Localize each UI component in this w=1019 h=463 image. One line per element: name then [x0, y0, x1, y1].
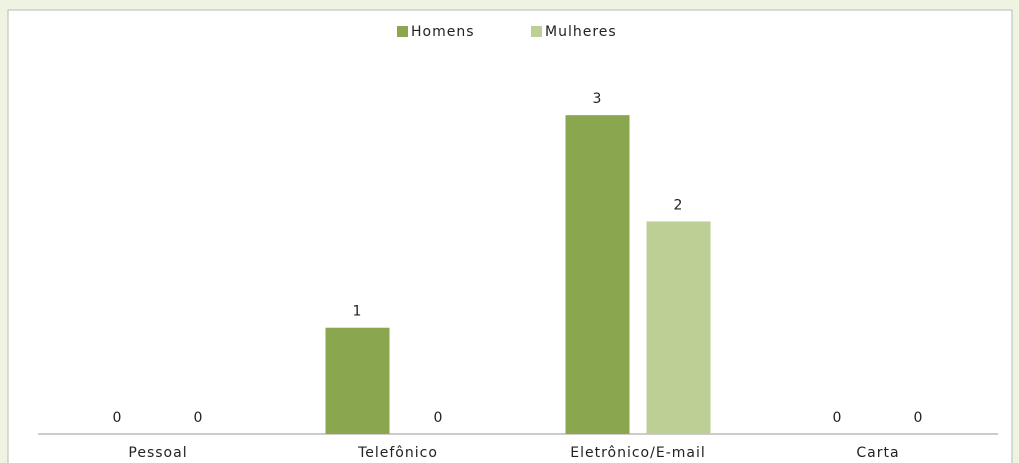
- x-tick-label: Eletrônico/E-mail: [570, 445, 706, 461]
- x-tick-label: Pessoal: [128, 445, 187, 461]
- plot-frame: [7, 9, 1013, 463]
- data-label: 0: [113, 410, 123, 426]
- legend-label: Mulheres: [545, 24, 617, 40]
- legend-swatch: [531, 26, 542, 37]
- data-label: 0: [194, 410, 204, 426]
- legend-swatch: [397, 26, 408, 37]
- data-label: 1: [353, 304, 363, 320]
- bar: [646, 221, 711, 434]
- x-tick-label: Telefônico: [357, 445, 438, 461]
- bar: [565, 115, 630, 435]
- data-label: 0: [434, 410, 444, 426]
- legend-label: Homens: [411, 24, 475, 40]
- bar: [325, 327, 390, 434]
- data-label: 3: [593, 91, 603, 107]
- data-label: 0: [914, 410, 924, 426]
- data-label: 2: [674, 197, 684, 213]
- data-label: 0: [833, 410, 843, 426]
- x-tick-label: Carta: [856, 445, 899, 461]
